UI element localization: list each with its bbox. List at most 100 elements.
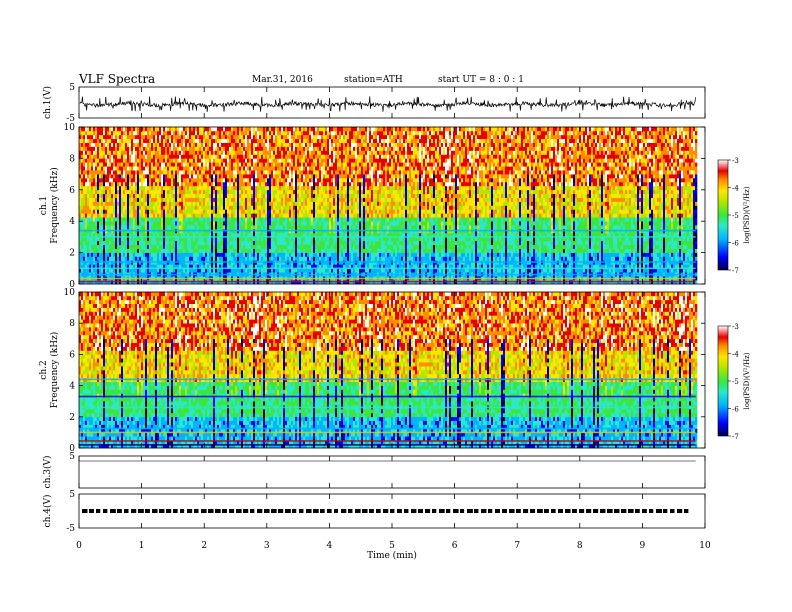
ch1-spectrogram-heatmap-cell — [205, 181, 208, 187]
ch1-spectrogram-heatmap-cell — [171, 264, 174, 269]
ch1-spectrogram-heatmap-cell — [223, 181, 226, 187]
ch1-spectrogram-heatmap-cell — [285, 142, 288, 147]
ch1-spectrogram-heatmap-cell — [279, 201, 282, 206]
ch1-spectrogram-heatmap-cell — [319, 146, 322, 151]
ch1-spectrogram-heatmap-cell — [309, 142, 312, 147]
ch1-spectrogram-heatmap-cell — [231, 205, 234, 210]
ch1-spectrogram-heatmap-cell — [223, 232, 226, 238]
ch1-spectrogram-heatmap-cell — [213, 205, 216, 210]
ch1-spectrogram-heatmap-cell — [261, 252, 264, 257]
ch1-spectrogram-heatmap-cell — [313, 189, 316, 195]
ch1-spectrogram-heatmap-cell — [201, 158, 204, 163]
ch1-spectrogram-heatmap-cell — [207, 225, 210, 230]
ch1-spectrogram-heatmap-cell — [107, 201, 110, 206]
ch1-spectrogram-heatmap-cell — [287, 201, 290, 206]
ch1-spectrogram-heatmap-cell — [179, 201, 182, 206]
ch1-spectrogram-heatmap-cell — [133, 154, 136, 159]
ch1-spectrogram-heatmap-cell — [211, 127, 214, 132]
ch1-spectrogram-heatmap-cell — [131, 252, 134, 257]
ch1-spectrogram-heatmap-cell — [221, 174, 224, 179]
ch1-spectrogram-heatmap-cell — [283, 268, 286, 273]
ch1-spectrogram-heatmap-cell — [173, 264, 176, 269]
ch1-spectrogram-heatmap-cell — [313, 162, 316, 167]
ch1-spectrogram-heatmap-cell — [141, 205, 144, 210]
ch1-spectrogram-heatmap-cell — [299, 244, 302, 249]
ch1-spectrogram-heatmap-cell — [183, 201, 186, 206]
ch1-spectrogram-heatmap-cell — [125, 240, 128, 246]
ch1-spectrogram-heatmap-cell — [181, 244, 184, 249]
ch1-spectrogram-heatmap-cell — [309, 170, 312, 175]
ch1-spectrogram-heatmap-cell — [83, 244, 86, 249]
ch1-spectrogram-heatmap-cell — [305, 166, 308, 171]
ch1-spectrogram-heatmap-cell — [113, 178, 116, 183]
ch1-spectrogram-heatmap-cell — [143, 138, 146, 143]
ch1-spectrogram-heatmap-cell — [319, 221, 322, 226]
ch1-spectrogram-heatmap-cell — [175, 142, 178, 147]
ch1-spectrogram-heatmap-cell — [313, 256, 316, 261]
ch1-spectrogram-heatmap-cell — [161, 138, 164, 143]
ch1-spectrogram-heatmap-cell — [297, 240, 300, 246]
ch1-spectrogram-heatmap-cell — [217, 174, 220, 179]
ch1-spectrogram-heatmap-cell — [171, 138, 174, 143]
ch1-spectrogram-heatmap-cell — [245, 205, 248, 210]
ch1-spectrogram-heatmap-cell — [109, 138, 112, 143]
ch1-spectrogram-heatmap-cell — [115, 127, 118, 132]
ch1-spectrogram-heatmap-cell — [141, 174, 144, 179]
ch1-spectrogram-heatmap-cell — [149, 193, 152, 198]
ch1-spectrogram-heatmap-cell — [159, 166, 162, 171]
ch1-spectrogram-heatmap-cell — [179, 268, 182, 273]
ch1-spectrogram-heatmap-cell — [195, 221, 198, 226]
ch1-spectrogram-heatmap-cell — [237, 130, 240, 136]
ch1-spectrogram-heatmap-cell — [191, 252, 194, 257]
ch1-spectrogram-heatmap-cell — [313, 142, 316, 147]
ch1-spectrogram-heatmap-cell — [177, 134, 180, 140]
ch1-spectrogram-heatmap-cell — [311, 150, 314, 155]
ch1-spectrogram-heatmap-cell — [101, 154, 104, 159]
ch1-spectrogram-heatmap-cell — [317, 213, 320, 218]
ch1-spectrogram-heatmap-cell — [153, 236, 156, 242]
ch1-spectrogram-heatmap-cell — [267, 181, 270, 187]
ch1-spectrogram-heatmap-cell — [307, 248, 310, 253]
ch1-spectrogram-heatmap-cell — [305, 197, 308, 202]
ch1-spectrogram-heatmap-cell — [267, 232, 270, 238]
ch1-spectrogram-heatmap-cell — [149, 138, 152, 143]
ch1-spectrogram-heatmap-cell — [249, 205, 252, 210]
ch1-spectrogram-heatmap-cell — [89, 221, 92, 226]
ch1-spectrogram-heatmap-cell — [85, 130, 88, 136]
ch1-spectrogram-heatmap-cell — [207, 150, 210, 155]
ch1-spectrogram-heatmap-cell — [79, 225, 82, 230]
ch1-spectrogram-heatmap-cell — [277, 213, 280, 218]
ch1-spectrogram-heatmap-cell — [311, 189, 314, 195]
ch1-spectrogram-heatmap-cell — [291, 130, 294, 136]
ch1-spectrogram-heatmap-cell — [273, 232, 276, 238]
ch1-spectrogram-heatmap-cell — [147, 201, 150, 206]
ch1-spectrogram-heatmap-cell — [141, 217, 144, 222]
ch1-spectrogram-heatmap-cell — [89, 225, 92, 230]
ch1-spectrogram-heatmap-cell — [177, 268, 180, 273]
ch1-spectrogram-heatmap-cell — [133, 264, 136, 269]
ch1-spectrogram-heatmap-cell — [221, 189, 224, 195]
ch1-spectrogram-heatmap-cell — [167, 166, 170, 171]
ch1-spectrogram-heatmap-cell — [185, 146, 188, 151]
ch1-spectrogram-heatmap-cell — [197, 170, 200, 175]
ch1-spectrogram-heatmap-cell — [161, 217, 164, 222]
ch1-spectrogram-heatmap-cell — [257, 252, 260, 257]
ch1-spectrogram-heatmap-cell — [79, 256, 82, 261]
ch1-spectrogram-heatmap-cell — [223, 170, 226, 175]
ch1-spectrogram-heatmap-cell — [87, 197, 90, 202]
ch1-spectrogram-heatmap-cell — [283, 256, 286, 261]
ch1-spectrogram-heatmap-cell — [269, 162, 272, 167]
ch1-spectrogram-heatmap-cell — [257, 201, 260, 206]
ch1-spectrogram-heatmap-cell — [191, 170, 194, 175]
ch1-spectrogram-heatmap-cell — [277, 150, 280, 155]
ch1-spectrogram-heatmap-cell — [113, 217, 116, 222]
ch1-spectrogram-heatmap-cell — [183, 146, 186, 151]
ch1-spectrogram-heatmap-cell — [227, 252, 230, 257]
ch1-spectrogram-heatmap-cell — [121, 268, 124, 273]
ch1-spectrogram-heatmap-cell — [223, 189, 226, 195]
ch1-spectrogram-heatmap-cell — [247, 252, 250, 257]
ch1-spectrogram-heatmap-cell — [129, 217, 132, 222]
ch1-spectrogram-heatmap-cell — [307, 205, 310, 210]
ch1-spectrogram-heatmap-cell — [81, 244, 84, 249]
ch1-spectrogram-heatmap-cell — [235, 178, 238, 183]
